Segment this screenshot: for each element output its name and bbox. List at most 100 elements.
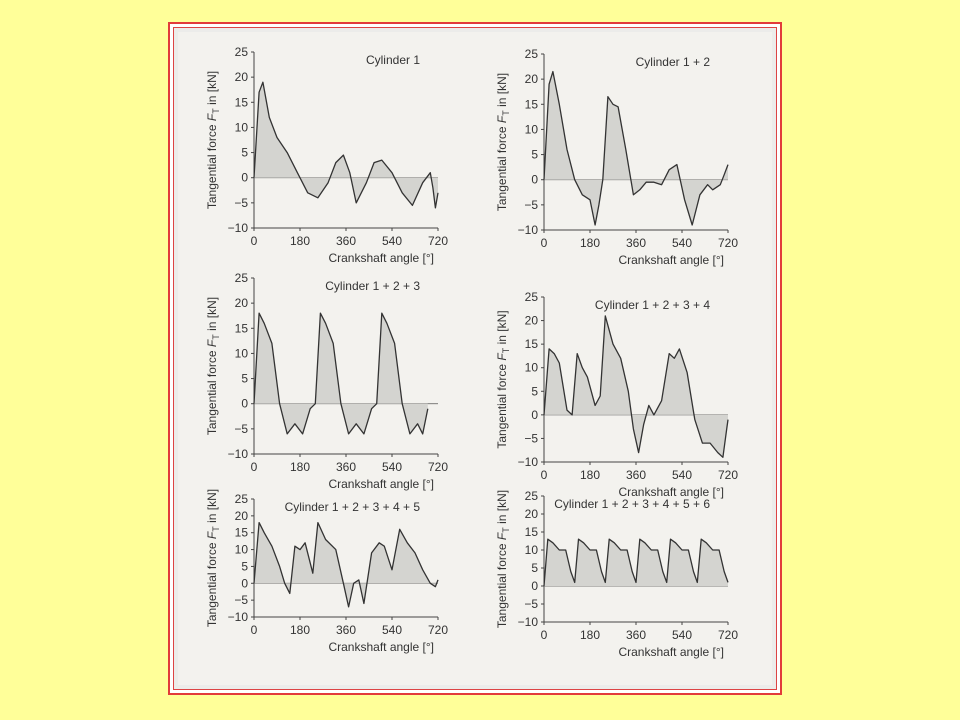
y-tick-label: 25	[235, 45, 249, 59]
area-fill	[544, 539, 728, 586]
y-tick-label: −10	[518, 455, 539, 469]
chart-title: Cylinder 1 + 2 + 3 + 4 + 5	[285, 500, 421, 514]
x-tick-label: 540	[672, 468, 692, 482]
y-tick-label: 20	[235, 509, 249, 523]
y-tick-label: 15	[235, 321, 249, 335]
x-tick-label: 540	[672, 236, 692, 250]
y-tick-label: 0	[531, 408, 538, 422]
y-axis-label-part: Tangential force	[495, 540, 509, 628]
y-tick-label: 10	[235, 120, 249, 134]
y-tick-label: −10	[228, 221, 249, 235]
y-tick-label: −5	[234, 422, 248, 436]
y-axis-label: Tangential force FT in [kN]	[205, 297, 221, 435]
x-tick-label: 360	[626, 468, 646, 482]
y-tick-label: 15	[525, 97, 539, 111]
y-tick-label: 25	[235, 271, 249, 285]
y-axis-label-part: in [kN]	[495, 73, 509, 110]
y-tick-label: 0	[531, 173, 538, 187]
chart-title: Cylinder 1 + 2	[636, 55, 711, 69]
x-tick-label: 720	[718, 468, 738, 482]
y-axis-label: Tangential force FT in [kN]	[495, 490, 511, 628]
y-tick-label: 5	[241, 559, 248, 573]
x-tick-label: 720	[428, 234, 448, 248]
y-axis-label: Tangential force FT in [kN]	[205, 489, 221, 627]
y-axis-label-part: in [kN]	[495, 310, 509, 347]
y-tick-label: 20	[525, 314, 539, 328]
x-tick-label: 540	[672, 628, 692, 642]
x-tick-label: 720	[428, 460, 448, 474]
y-tick-label: 25	[235, 492, 249, 506]
y-tick-label: −10	[518, 223, 539, 237]
force-curve	[543, 315, 729, 458]
y-axis-label-part: Tangential force	[205, 539, 219, 627]
x-tick-label: 180	[580, 236, 600, 250]
y-tick-label: 25	[525, 47, 539, 61]
y-tick-label: 10	[525, 543, 539, 557]
chart-title: Cylinder 1 + 2 + 3	[325, 279, 420, 293]
y-tick-label: 15	[235, 95, 249, 109]
y-axis-label-subscript: T	[501, 110, 511, 116]
y-axis-label-symbol: F	[495, 353, 509, 361]
y-axis-label-symbol: F	[495, 115, 509, 123]
y-axis-label-part: Tangential force	[205, 347, 219, 435]
y-tick-label: 10	[525, 361, 539, 375]
x-tick-label: 0	[251, 234, 258, 248]
y-tick-label: −5	[234, 593, 248, 607]
area-fill	[544, 71, 728, 225]
y-axis-label-part: Tangential force	[495, 361, 509, 449]
chart-title: Cylinder 1 + 2 + 3 + 4	[595, 298, 710, 312]
y-tick-label: 5	[241, 146, 248, 160]
y-tick-label: 10	[235, 346, 249, 360]
x-tick-label: 0	[251, 460, 258, 474]
y-tick-label: 5	[241, 372, 248, 386]
x-tick-label: 180	[580, 468, 600, 482]
y-tick-label: 5	[531, 561, 538, 575]
x-tick-label: 720	[718, 628, 738, 642]
x-axis-label: Crankshaft angle [°]	[618, 645, 724, 659]
area-fill	[254, 522, 438, 607]
y-tick-label: 0	[531, 579, 538, 593]
y-axis-label-symbol: F	[205, 531, 219, 539]
x-tick-label: 540	[382, 460, 402, 474]
y-axis-label-symbol: F	[495, 532, 509, 540]
y-tick-label: 20	[235, 296, 249, 310]
x-tick-label: 360	[336, 234, 356, 248]
y-tick-label: 15	[525, 337, 539, 351]
x-tick-label: 180	[290, 460, 310, 474]
x-tick-label: 540	[382, 234, 402, 248]
x-tick-label: 720	[718, 236, 738, 250]
area-fill	[254, 82, 438, 208]
y-tick-label: 0	[241, 397, 248, 411]
force-curve	[253, 312, 429, 435]
y-tick-label: 10	[235, 543, 249, 557]
x-tick-label: 360	[626, 236, 646, 250]
y-axis-label-subscript: T	[211, 334, 221, 340]
x-axis-label: Crankshaft angle [°]	[618, 485, 724, 499]
x-tick-label: 360	[626, 628, 646, 642]
x-tick-label: 0	[541, 628, 548, 642]
y-tick-label: 5	[531, 148, 538, 162]
y-axis-label-subscript: T	[211, 526, 221, 532]
x-axis-label: Crankshaft angle [°]	[328, 640, 434, 654]
y-axis-label-part: in [kN]	[205, 297, 219, 334]
x-tick-label: 360	[336, 460, 356, 474]
y-tick-label: 20	[525, 72, 539, 86]
y-axis-label-part: Tangential force	[205, 121, 219, 209]
y-axis-label-part: in [kN]	[205, 489, 219, 526]
x-tick-label: 0	[251, 623, 258, 637]
y-axis-label-part: in [kN]	[495, 490, 509, 527]
y-axis-label-subscript: T	[501, 347, 511, 353]
y-tick-label: 0	[241, 576, 248, 590]
y-tick-label: −5	[524, 431, 538, 445]
y-axis-label-symbol: F	[205, 113, 219, 121]
y-tick-label: 20	[525, 507, 539, 521]
y-tick-label: 25	[525, 290, 539, 304]
y-axis-label-part: in [kN]	[205, 71, 219, 108]
x-axis-label: Crankshaft angle [°]	[618, 253, 724, 267]
